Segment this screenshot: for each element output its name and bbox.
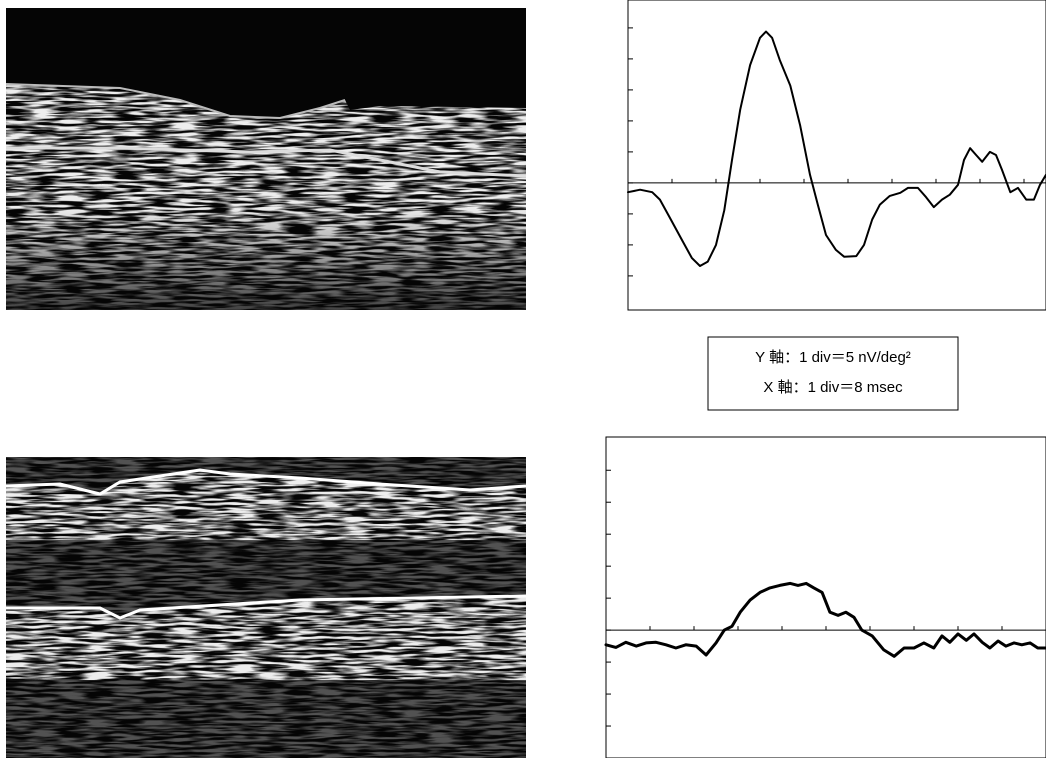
trace: [606, 583, 1046, 656]
oct-image-top: [6, 8, 526, 310]
scale-note-box: [708, 337, 958, 410]
scale-note-line: X 軸：1 div＝8 msec: [763, 379, 903, 396]
trace: [628, 32, 1046, 266]
plot-frame: [606, 437, 1046, 758]
oct-image-bottom: [6, 457, 526, 758]
scale-note: Y 軸：1 div＝5 nV/deg² X 軸：1 div＝8 msec: [708, 337, 958, 410]
scale-note-line: Y 軸：1 div＝5 nV/deg²: [755, 349, 911, 366]
plot-frame: [628, 0, 1046, 310]
figure: Y 軸：1 div＝5 nV/deg² X 軸：1 div＝8 msec: [0, 0, 1046, 758]
